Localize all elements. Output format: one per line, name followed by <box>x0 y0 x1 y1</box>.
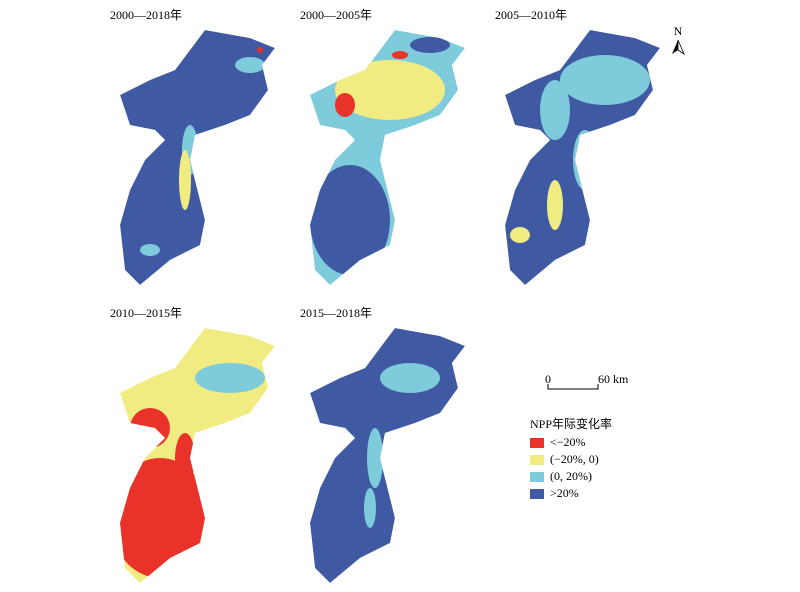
legend-swatch <box>530 455 544 465</box>
class-patch <box>335 93 355 117</box>
panel-title: 2000—2018年 <box>110 8 182 22</box>
panel-title: 2010—2015年 <box>110 306 182 320</box>
class-patch <box>140 244 160 256</box>
class-patch <box>560 55 650 105</box>
class-patch <box>175 433 195 483</box>
class-patch <box>120 458 210 578</box>
region <box>310 328 465 583</box>
class-patch <box>410 37 450 53</box>
class-patch <box>310 165 390 275</box>
map-area <box>120 328 275 583</box>
panel-title: 2000—2005年 <box>300 8 372 22</box>
map-panel: 2000—2005年 <box>300 8 465 285</box>
map-area <box>120 30 275 285</box>
panel-title: 2015—2018年 <box>300 306 372 320</box>
region <box>120 30 275 285</box>
map-panel: 2010—2015年 <box>110 306 275 583</box>
class-patch <box>130 408 170 448</box>
north-arrow: N <box>672 24 685 56</box>
north-label: N <box>674 24 683 38</box>
scale-start: 0 <box>545 372 551 386</box>
class-patch <box>573 130 597 190</box>
legend-title: NPP年际变化率 <box>530 416 612 431</box>
legend-label: (−20%, 0) <box>550 452 599 466</box>
class-patch <box>235 57 265 73</box>
class-patch <box>540 80 570 140</box>
map-panel: 2005—2010年 <box>495 8 660 285</box>
class-patch <box>195 363 265 393</box>
class-patch <box>335 60 445 120</box>
class-patch <box>380 363 440 393</box>
map-panel: 2000—2018年 <box>110 8 275 285</box>
legend-label: (0, 20%) <box>550 469 592 483</box>
map-area <box>310 328 465 583</box>
map-panel: 2015—2018年 <box>300 306 465 583</box>
panel-title: 2005—2010年 <box>495 8 567 22</box>
legend-label: >20% <box>550 486 579 500</box>
class-patch <box>179 150 191 210</box>
class-patch <box>392 51 408 59</box>
class-patch <box>257 47 263 53</box>
class-patch <box>547 180 563 230</box>
legend: NPP年际变化率 <−20% (−20%, 0) (0, 20%) >20% <box>530 416 612 500</box>
legend-swatch <box>530 472 544 482</box>
legend-swatch <box>530 438 544 448</box>
class-patch <box>364 488 376 528</box>
legend-swatch <box>530 489 544 499</box>
legend-label: <−20% <box>550 435 586 449</box>
scale-bar: 0 60 km <box>545 372 629 390</box>
map-area <box>310 30 465 285</box>
scale-end: 60 km <box>598 372 629 386</box>
class-patch <box>367 428 383 488</box>
map-area <box>505 30 660 285</box>
class-patch <box>510 227 530 243</box>
